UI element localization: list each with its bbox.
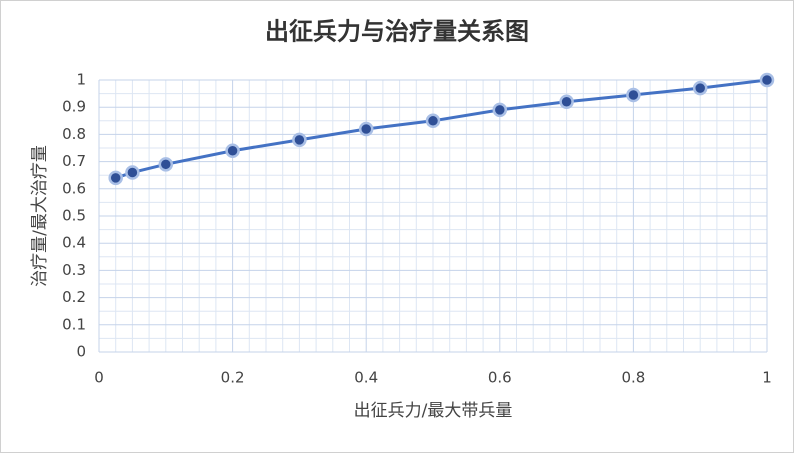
y-tick-label: 0.3 (62, 261, 86, 279)
x-tick-label: 0.4 (354, 369, 378, 387)
x-axis-title: 出征兵力/最大带兵量 (354, 401, 513, 421)
point (292, 132, 307, 148)
y-tick-label: 1 (76, 71, 86, 89)
point (425, 113, 441, 129)
y-tick-label: 0 (76, 343, 86, 361)
point (158, 157, 174, 172)
point (626, 87, 641, 103)
point (108, 170, 123, 186)
y-tick-label: 0.4 (62, 234, 86, 252)
x-tick-label: 0.6 (488, 369, 512, 387)
y-tick-label: 0.1 (62, 315, 86, 333)
x-tick-label: 1 (762, 369, 772, 387)
y-tick-label: 0.7 (62, 152, 86, 170)
point (358, 121, 374, 137)
x-tick-label: 0.2 (221, 369, 245, 387)
y-axis-title: 治疗量/最大治疗量 (30, 145, 50, 287)
point (225, 143, 240, 158)
x-tick-label: 0.8 (621, 369, 645, 387)
point (692, 80, 708, 96)
point (492, 102, 508, 118)
x-tick-label: 0 (94, 369, 104, 387)
y-tick-label: 0.2 (62, 288, 86, 306)
point (759, 72, 775, 88)
chart-title: 出征兵力与治疗量关系图 (265, 17, 529, 46)
point (559, 94, 574, 110)
point (125, 165, 140, 180)
y-tick-label: 0.5 (62, 207, 86, 225)
chart-border (0, 0, 794, 453)
y-tick-label: 0.9 (62, 98, 86, 116)
y-tick-label: 0.6 (62, 179, 86, 197)
y-tick-label: 0.8 (62, 125, 86, 143)
